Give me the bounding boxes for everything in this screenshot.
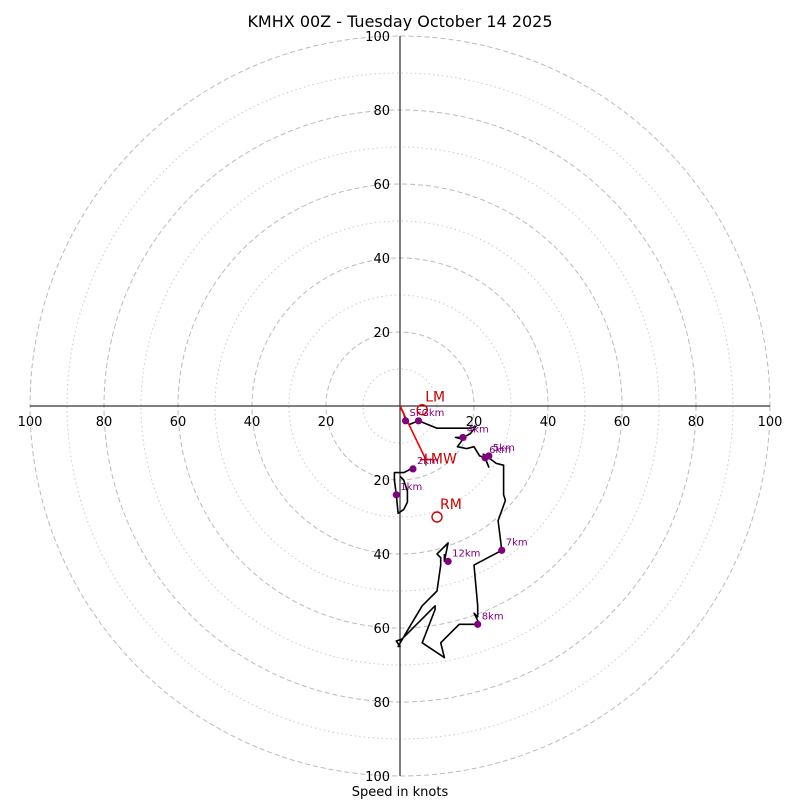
tick-label-top-100: 100: [365, 30, 390, 45]
height-label-5km: 5km: [493, 443, 515, 454]
tick-label-right-80: 80: [688, 415, 705, 430]
tick-label-bottom-80: 80: [373, 696, 390, 711]
tick-label-left-80: 80: [96, 415, 113, 430]
tick-label-left-20: 20: [318, 415, 335, 430]
storm-motion-marker-rm: [431, 511, 443, 523]
tick-label-right-20: 20: [466, 415, 483, 430]
height-label-2km: 2km: [417, 456, 439, 467]
tick-label-left-60: 60: [170, 415, 187, 430]
tick-label-bottom-60: 60: [373, 622, 390, 637]
lower-level-trace-line: [393, 468, 412, 515]
height-marker-12km: [444, 557, 452, 566]
height-marker-6km: [481, 454, 489, 462]
mean-wind-label: MW: [431, 452, 457, 468]
height-marker-4km: [459, 433, 467, 442]
tick-label-top-60: 60: [373, 178, 390, 193]
tick-label-right-60: 60: [614, 415, 631, 430]
storm-motion-label-lm: LM: [425, 390, 445, 406]
mean-wind-line: [399, 405, 427, 460]
height-label-12km: 12km: [452, 548, 480, 559]
height-marker-sfc: [401, 417, 410, 425]
height-label-8km: 8km: [482, 611, 504, 622]
hodograph-trace: [393, 405, 507, 659]
tick-label-top-80: 80: [373, 104, 390, 119]
tick-labels: 20 20 20 20 40 40 40 40 60 60 60 60 80 80 80 80 100 100 10…: [18, 30, 783, 785]
height-marker-2km: [409, 465, 417, 473]
tick-label-top-40: 40: [373, 252, 390, 267]
tick-label-bottom-100: 100: [365, 770, 390, 785]
height-label-3km: 3km: [423, 408, 445, 419]
storm-motion-label-rm: RM: [440, 497, 462, 513]
x-axis-label: Speed in knots: [352, 785, 449, 800]
tick-label-right-40: 40: [540, 415, 557, 430]
tick-label-left-100: 100: [18, 415, 43, 430]
tick-label-right-100: 100: [758, 415, 783, 430]
height-marker-1km: [392, 491, 400, 499]
height-marker-7km: [498, 546, 506, 554]
wind-profile-trace-line: [395, 405, 507, 659]
tick-label-bottom-20: 20: [373, 474, 390, 489]
height-marker-8km: [474, 620, 482, 628]
height-label-6km: 6km: [489, 445, 511, 456]
height-label-1km: 1km: [400, 482, 422, 493]
storm-motion-marker-lm: [416, 404, 428, 416]
tick-label-top-20: 20: [373, 326, 390, 341]
tick-label-left-40: 40: [244, 415, 261, 430]
height-label-4km: 4km: [467, 424, 489, 435]
storm-motion-markers: LM RM MW: [416, 390, 462, 523]
tick-label-bottom-40: 40: [373, 548, 390, 563]
height-marker-3km: [414, 417, 423, 425]
chart-title: KMHX 00Z - Tuesday October 14 2025: [247, 12, 552, 31]
height-label-7km: 7km: [506, 537, 528, 548]
